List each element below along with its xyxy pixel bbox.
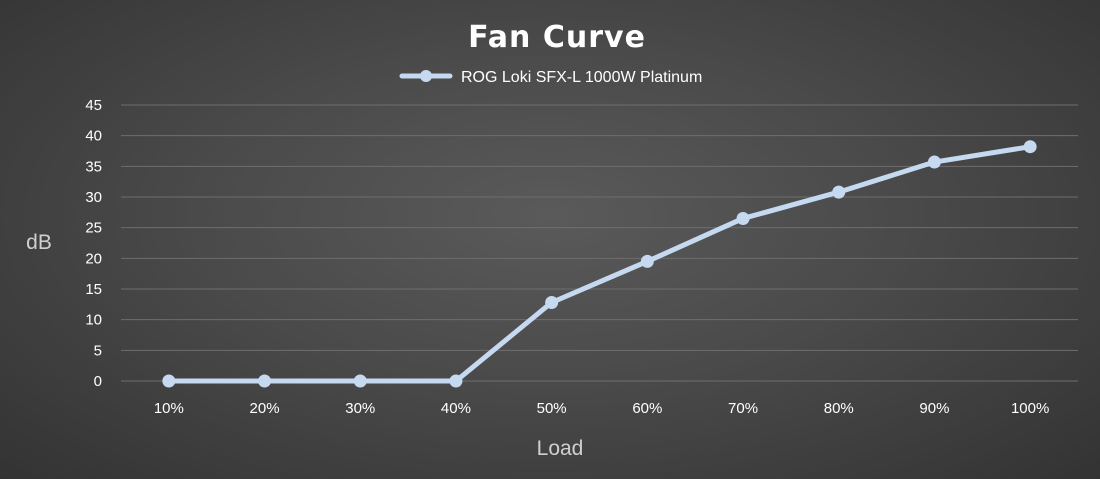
series-points — [162, 140, 1037, 388]
data-point — [927, 155, 941, 169]
series-line — [166, 144, 1033, 384]
y-tick-label: 5 — [94, 342, 102, 359]
x-tick-label: 80% — [824, 400, 854, 417]
data-point — [353, 374, 367, 388]
x-tick-label: 90% — [919, 400, 949, 417]
data-point — [449, 374, 463, 388]
data-point — [1023, 140, 1037, 154]
y-tick-label: 35 — [85, 158, 102, 175]
y-tick-label: 0 — [94, 373, 102, 390]
x-tick-label: 20% — [250, 400, 280, 417]
data-point — [545, 295, 559, 309]
x-tick-label: 100% — [1011, 400, 1049, 417]
x-tick-label: 50% — [537, 400, 567, 417]
data-point — [736, 211, 750, 225]
y-tick-label: 15 — [85, 281, 102, 298]
data-point — [640, 254, 654, 268]
y-tick-label: 10 — [85, 312, 102, 329]
x-axis-label: Load — [537, 437, 584, 460]
x-tick-label: 40% — [441, 400, 471, 417]
y-tick-label: 40 — [85, 128, 102, 145]
x-tick-label: 70% — [728, 400, 758, 417]
x-tick-label: 60% — [632, 400, 662, 417]
y-tick-label: 45 — [85, 97, 102, 114]
y-axis-label: dB — [26, 231, 52, 254]
x-tick-label: 10% — [154, 400, 184, 417]
y-axis-ticks: 0 5 10 15 20 25 30 35 40 45 — [85, 97, 102, 390]
data-point — [832, 185, 846, 199]
gridlines — [121, 104, 1078, 382]
data-point — [258, 374, 272, 388]
x-axis-ticks: 10% 20% 30% 40% 50% 60% 70% 80% 90% 100% — [154, 400, 1050, 417]
chart-title: Fan Curve — [468, 20, 646, 55]
y-tick-label: 25 — [85, 220, 102, 237]
series-line-path — [166, 144, 1033, 384]
y-tick-label: 20 — [85, 250, 102, 267]
legend-label: ROG Loki SFX-L 1000W Platinum — [461, 69, 702, 86]
x-tick-label: 30% — [345, 400, 375, 417]
data-point — [162, 374, 176, 388]
y-tick-label: 30 — [85, 189, 102, 206]
legend-point-marker — [420, 70, 432, 82]
legend: ROG Loki SFX-L 1000W Platinum — [399, 69, 702, 86]
